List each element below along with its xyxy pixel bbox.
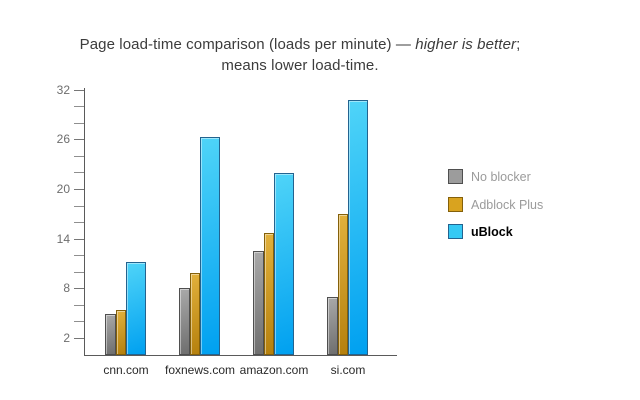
- legend-swatch-ublock: [448, 224, 463, 239]
- y-axis-major-tick: [74, 139, 84, 141]
- legend-item-ublock: uBlock: [448, 224, 568, 240]
- chart-title-suffix: ;: [516, 36, 521, 53]
- x-axis-category-label: foxnews.com: [164, 363, 236, 377]
- y-axis-tick-label: 20: [56, 182, 70, 196]
- y-axis-line: [84, 88, 85, 355]
- y-axis-tick-label: 32: [56, 82, 70, 97]
- y-axis-minor-tick: [74, 172, 84, 174]
- bar-ublock-foxnews-com: [200, 136, 220, 355]
- bar-ublock-si-com: [348, 99, 368, 355]
- bar-adblock-plus-si-com: [338, 213, 348, 355]
- y-axis-minor-tick: [74, 271, 84, 273]
- y-axis-minor-tick: [74, 255, 84, 257]
- x-axis-category-label: cnn.com: [103, 363, 149, 377]
- bar-adblock-plus-foxnews-com: [190, 272, 200, 355]
- y-axis-minor-tick: [74, 304, 84, 306]
- y-axis-minor-tick: [74, 106, 84, 108]
- y-axis-tick-label: 26: [56, 132, 70, 147]
- bar-adblock-plus-amazon-com: [264, 232, 274, 355]
- bar-adblock-plus-cnn-com: [116, 309, 126, 355]
- y-axis-minor-tick: [74, 222, 84, 224]
- legend-item-adblock-plus: Adblock Plus: [448, 196, 568, 213]
- y-axis-major-tick: [74, 288, 84, 290]
- legend-label: No blocker: [471, 170, 531, 184]
- y-axis-tick-label: 8: [63, 281, 70, 296]
- chart-title-line2: means lower load-time.: [221, 57, 379, 74]
- y-axis-minor-tick: [74, 205, 84, 207]
- bar-no-blocker-si-com: [327, 297, 338, 355]
- bar-ublock-amazon-com: [274, 173, 294, 355]
- y-axis-major-tick: [74, 189, 84, 190]
- bar-ublock-cnn-com: [126, 261, 146, 355]
- chart-title: Page load-time comparison (loads per min…: [0, 34, 600, 76]
- y-axis-minor-tick: [74, 155, 84, 157]
- legend-label: uBlock: [471, 225, 513, 239]
- bar-no-blocker-foxnews-com: [179, 288, 190, 355]
- y-axis-major-tick: [74, 238, 84, 240]
- y-axis-minor-tick: [74, 122, 84, 124]
- x-axis-category-label: amazon.com: [239, 363, 309, 377]
- y-axis-major-tick: [74, 89, 84, 91]
- chart-title-prefix: Page load-time comparison (loads per min…: [79, 36, 416, 53]
- bar-no-blocker-cnn-com: [105, 314, 116, 355]
- legend-item-no-blocker: No blocker: [448, 169, 568, 185]
- y-axis-tick-label: 2: [63, 331, 70, 346]
- legend-label: Adblock Plus: [471, 197, 544, 212]
- x-axis-line: [84, 355, 397, 356]
- legend-swatch-adblock-plus: [448, 196, 463, 212]
- x-axis-category-label: si.com: [330, 363, 366, 377]
- bar-no-blocker-amazon-com: [253, 251, 264, 355]
- legend-swatch-no-blocker: [448, 169, 463, 184]
- y-axis-major-tick: [74, 338, 84, 340]
- y-axis-minor-tick: [74, 321, 84, 323]
- y-axis-tick-label: 14: [56, 231, 70, 246]
- chart-title-italic: higher is better: [415, 36, 517, 53]
